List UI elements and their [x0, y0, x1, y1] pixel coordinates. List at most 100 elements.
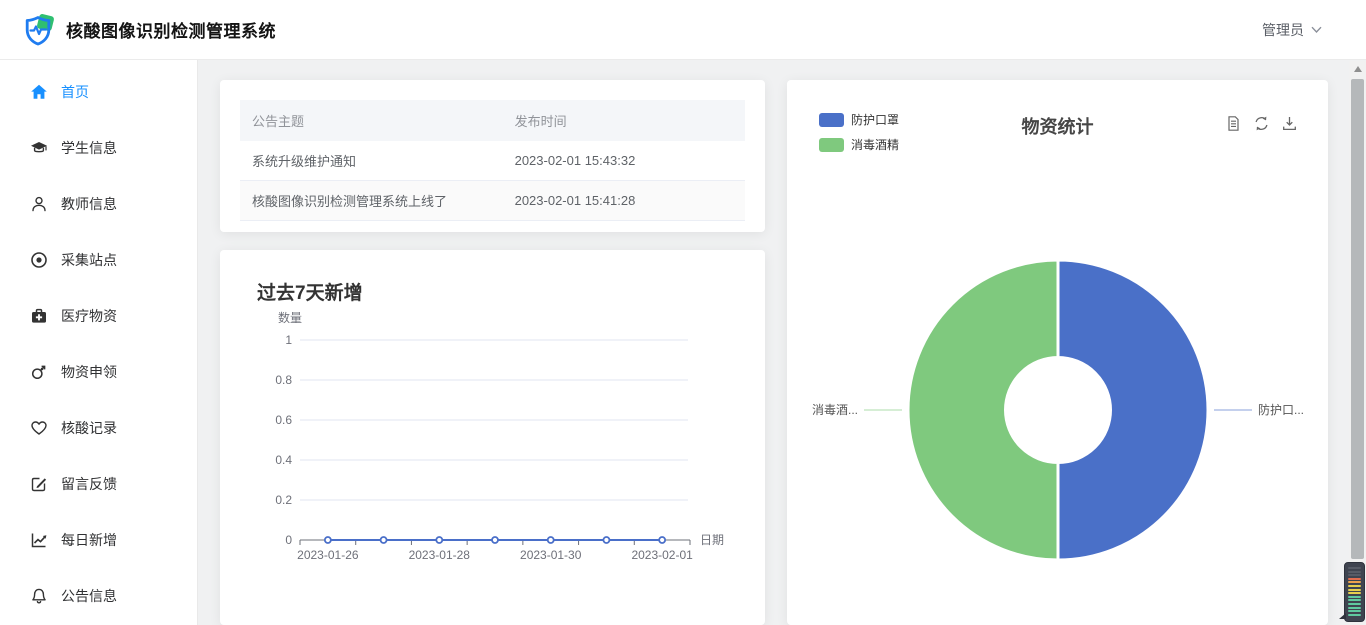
- refresh-icon[interactable]: [1253, 115, 1270, 132]
- user-menu-label: 管理员: [1262, 21, 1304, 38]
- claim-arrow-icon: [31, 365, 46, 380]
- line-chart-title: 过去7天新增: [257, 283, 363, 304]
- y-tick-label: 1: [285, 333, 292, 347]
- pie-legend: 防护口罩 消毒酒精: [819, 111, 899, 153]
- sidebar-item-teachers[interactable]: 教师信息: [0, 176, 197, 232]
- pie-slice-1[interactable]: [906, 258, 1060, 562]
- y-tick-label: 0.8: [275, 373, 292, 387]
- y-tick-label: 0: [285, 533, 292, 547]
- widget-tail: [1339, 613, 1346, 619]
- y-tick-label: 0.6: [275, 413, 292, 427]
- sidebar-item-feedback[interactable]: 留言反馈: [0, 456, 197, 512]
- y-tick-label: 0.2: [275, 493, 292, 507]
- pie-slice-label: 消毒酒...: [812, 403, 858, 417]
- legend-label: 防护口罩: [851, 113, 900, 127]
- announcement-title: 核酸图像识别检测管理系统上线了: [240, 180, 503, 221]
- x-tick-label: 2023-01-28: [409, 548, 471, 562]
- sidebar-item-announcements[interactable]: 公告信息: [0, 568, 197, 624]
- sidebar-item-collection-sites[interactable]: 采集站点: [0, 232, 197, 288]
- sidebar: 首页 学生信息 教师信息: [0, 60, 198, 625]
- scrollbar-thumb[interactable]: [1351, 79, 1364, 559]
- scrollbar-up-arrow[interactable]: [1349, 61, 1366, 77]
- line-point: [379, 536, 388, 544]
- column-header-topic: 公告主题: [240, 100, 503, 141]
- sidebar-item-label: 教师信息: [61, 196, 117, 212]
- announcement-time: 2023-02-01 15:41:28: [502, 180, 745, 221]
- legend-item-masks[interactable]: 防护口罩: [819, 111, 899, 128]
- x-tick-label: 2023-01-26: [297, 548, 359, 562]
- column-header-publish-time: 发布时间: [502, 100, 745, 141]
- announcement-row[interactable]: 核酸图像识别检测管理系统上线了 2023-02-01 15:41:28: [240, 180, 745, 221]
- sidebar-item-label: 物资申领: [61, 364, 117, 380]
- trend-chart-icon: [31, 533, 47, 548]
- medkit-icon: [32, 308, 46, 323]
- vertical-scrollbar[interactable]: [1349, 61, 1366, 625]
- color-stripe: [1348, 588, 1361, 591]
- color-stripe: [1348, 595, 1361, 598]
- sidebar-item-medical-supplies[interactable]: 医疗物资: [0, 288, 197, 344]
- x-tick-label: 2023-01-30: [520, 548, 582, 562]
- pie-chart[interactable]: 防护口... 消毒酒...: [787, 80, 1328, 625]
- x-axis-name: 日期: [700, 533, 724, 547]
- sidebar-item-test-records[interactable]: 核酸记录: [0, 400, 197, 456]
- announcement-title: 系统升级维护通知: [240, 141, 503, 181]
- chart-toolbox: [1225, 115, 1298, 132]
- data-view-icon[interactable]: [1225, 115, 1242, 132]
- sidebar-item-label: 每日新增: [61, 532, 117, 548]
- sidebar-item-daily-new[interactable]: 每日新增: [0, 512, 197, 568]
- line-chart[interactable]: 数量 0 0.2 0.4 0.6 0.8 1 2023-01-26 2023-01-28 2023…: [220, 250, 765, 625]
- color-stripe: [1348, 592, 1361, 595]
- page-title: 核酸图像识别检测管理系统: [66, 22, 276, 41]
- color-stripe: [1348, 606, 1361, 609]
- sidebar-item-label: 公告信息: [61, 588, 117, 604]
- color-stripe: [1348, 602, 1361, 605]
- announcements-card: 公告主题 发布时间 系统升级维护通知 2023-02-01 15:43:32 核…: [220, 80, 765, 232]
- pie-slice-label: 防护口...: [1258, 402, 1304, 417]
- line-point: [491, 536, 499, 544]
- x-tick-label: 2023-02-01: [631, 548, 693, 562]
- line-point: [602, 536, 611, 544]
- sidebar-item-label: 医疗物资: [61, 308, 117, 324]
- bell-icon: [32, 588, 46, 604]
- heart-icon: [31, 421, 47, 435]
- edit-icon: [31, 477, 47, 492]
- graduation-cap-icon: [31, 142, 47, 153]
- color-stripe: [1348, 599, 1361, 602]
- y-tick-label: 0.4: [275, 453, 292, 467]
- line-chart-card: 数量 0 0.2 0.4 0.6 0.8 1 2023-01-26 2023-01-28 2023…: [220, 250, 765, 625]
- color-stripe: [1348, 574, 1361, 577]
- legend-item-alcohol[interactable]: 消毒酒精: [819, 136, 899, 153]
- sidebar-item-label: 留言反馈: [61, 476, 117, 492]
- pie-slice-0[interactable]: [1056, 258, 1210, 562]
- line-point: [658, 536, 667, 544]
- sidebar-item-supply-request[interactable]: 物资申领: [0, 344, 197, 400]
- pie-chart-title: 物资统计: [1021, 117, 1094, 137]
- sidebar-item-label: 学生信息: [61, 140, 117, 156]
- sidebar-item-students[interactable]: 学生信息: [0, 120, 197, 176]
- legend-swatch: [819, 137, 844, 152]
- color-stripe: [1348, 570, 1361, 573]
- person-icon: [32, 196, 46, 212]
- sidebar-item-home[interactable]: 首页: [0, 64, 197, 120]
- color-stripe: [1348, 567, 1361, 569]
- legend-label: 消毒酒精: [851, 138, 900, 152]
- target-icon: [31, 252, 47, 268]
- sidebar-item-label: 采集站点: [61, 252, 117, 268]
- sidebar-item-label: 核酸记录: [61, 420, 117, 436]
- announcement-row[interactable]: 系统升级维护通知 2023-02-01 15:43:32: [240, 141, 745, 181]
- user-menu[interactable]: 管理员: [1262, 20, 1344, 40]
- color-stripe: [1348, 577, 1361, 580]
- line-point: [435, 536, 444, 544]
- color-stripes-overlay-widget[interactable]: [1339, 562, 1365, 622]
- home-icon: [31, 84, 47, 99]
- download-icon[interactable]: [1281, 115, 1298, 132]
- pie-chart-card: 防护口... 消毒酒... 物资统计 防护口罩 消毒酒精: [787, 80, 1328, 625]
- top-bar: 核酸图像识别检测管理系统 管理员: [0, 0, 1366, 60]
- color-stripe: [1348, 584, 1361, 587]
- announcement-time: 2023-02-01 15:43:32: [502, 141, 745, 181]
- app-logo-shield-icon: [25, 13, 54, 45]
- announcements-table: 公告主题 发布时间 系统升级维护通知 2023-02-01 15:43:32 核…: [240, 100, 745, 221]
- legend-swatch: [819, 112, 844, 127]
- color-stripe: [1348, 610, 1361, 613]
